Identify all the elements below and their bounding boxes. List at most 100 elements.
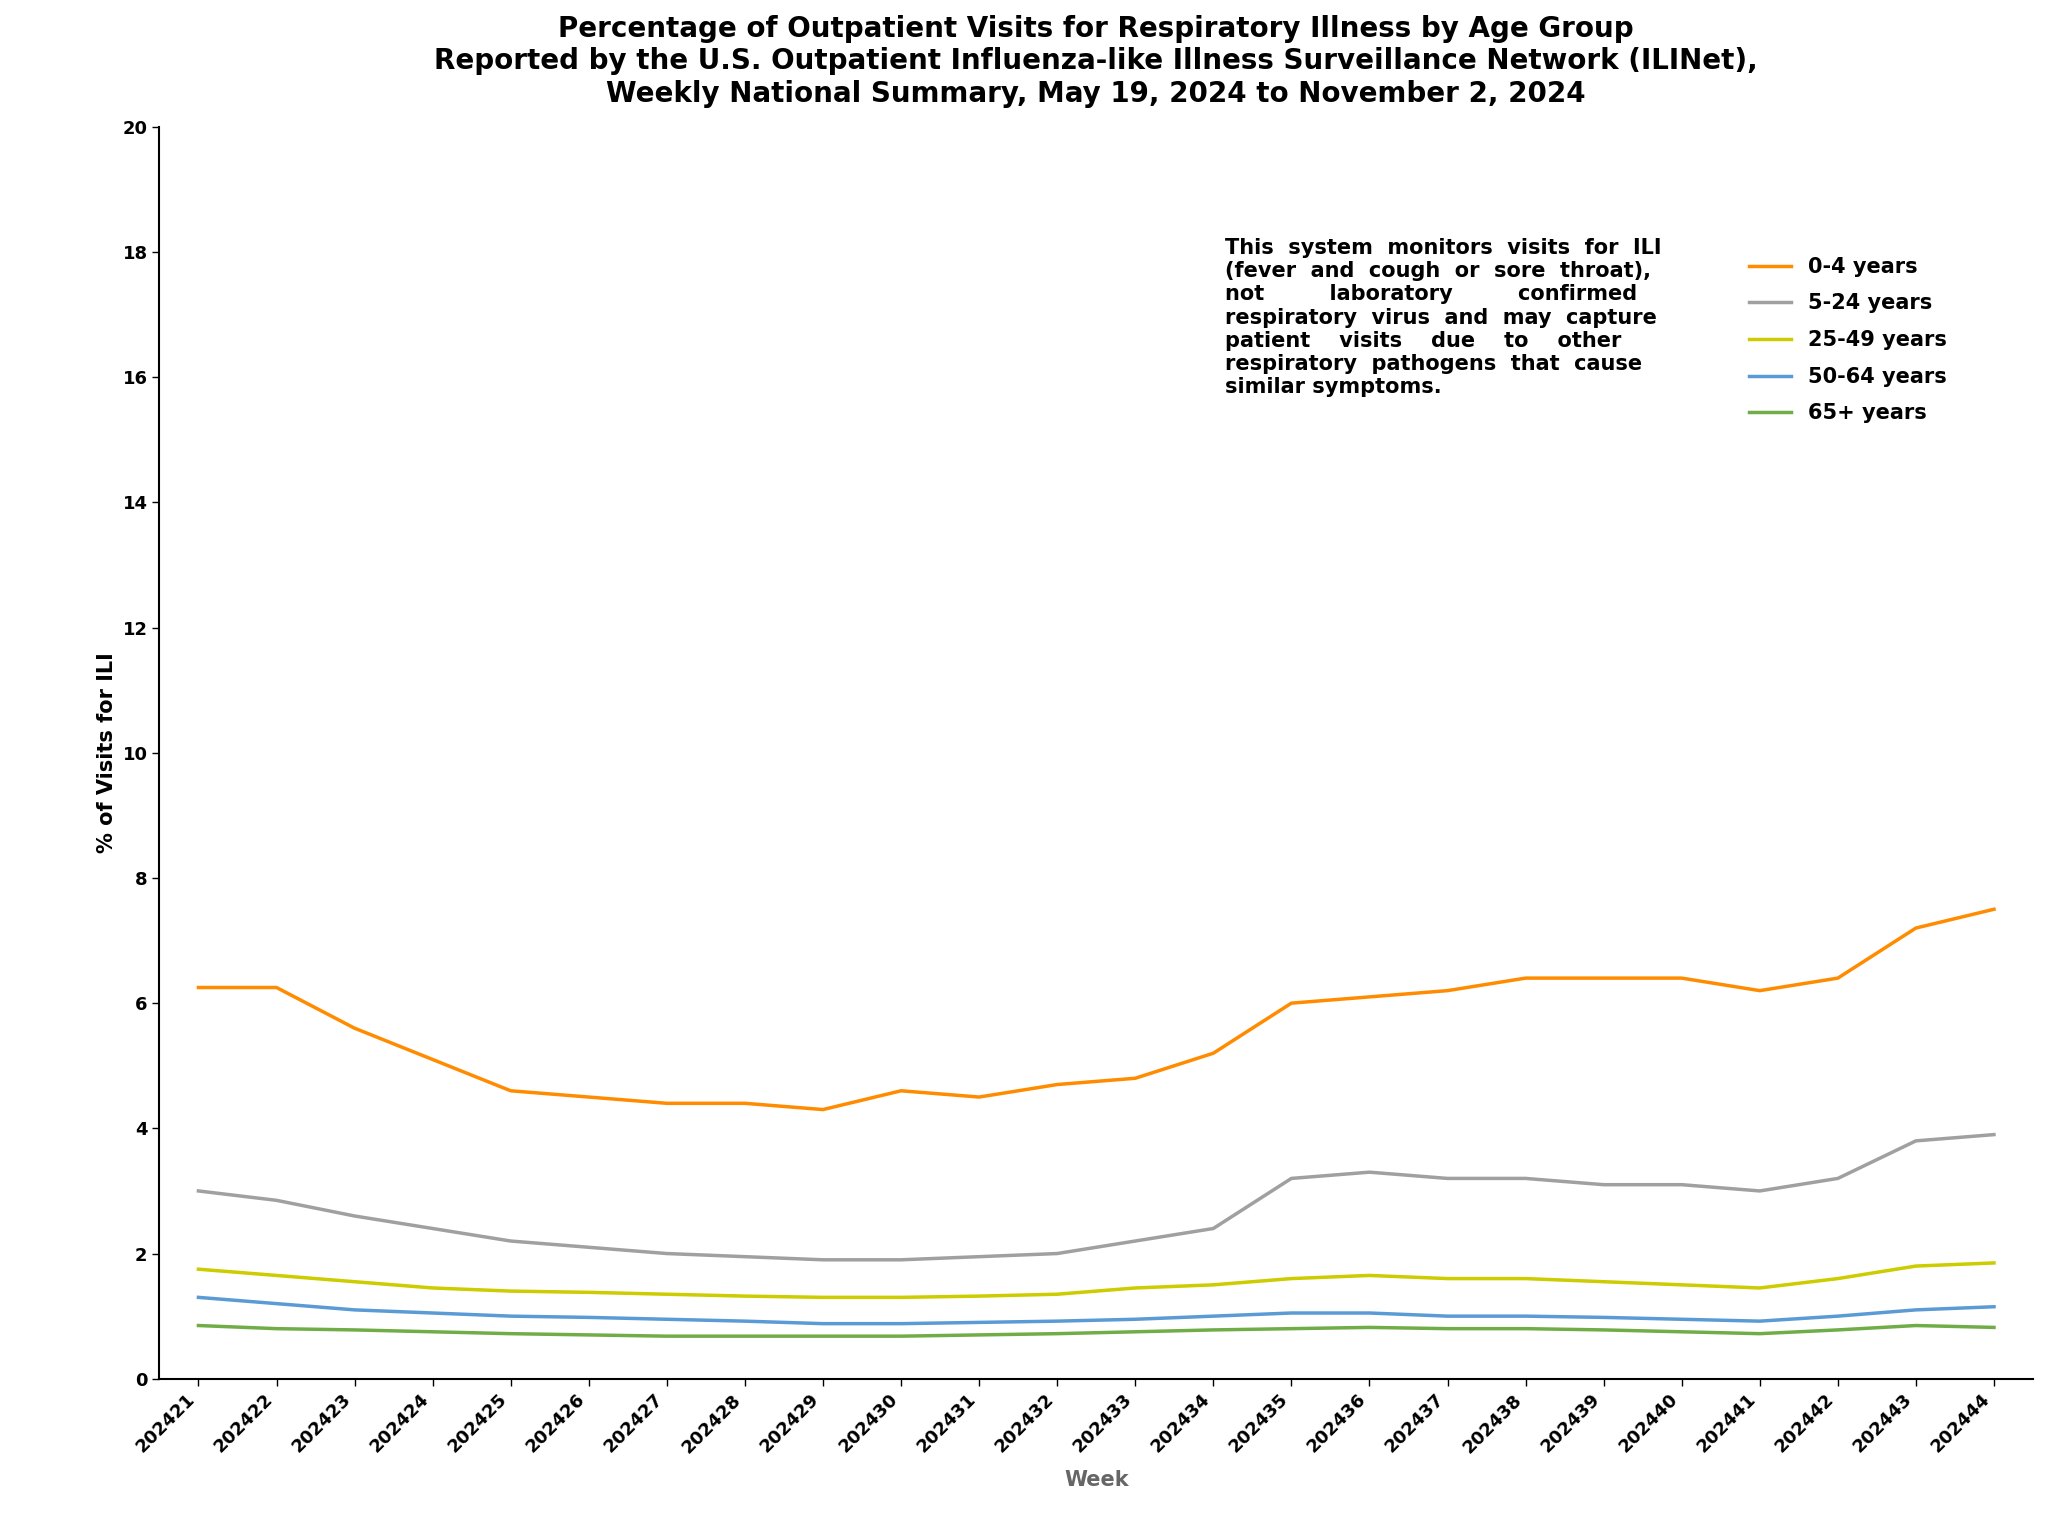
50-64 years: [1280, 1304, 1305, 1322]
0-4 years: [1436, 982, 1460, 1000]
5-24 years: [1669, 1175, 1694, 1193]
25-49 years: [1044, 1286, 1069, 1304]
65+ years: [1591, 1321, 1616, 1339]
50-64 years: [1513, 1307, 1538, 1326]
50-64 years: [1669, 1310, 1694, 1329]
5-24 years: [1280, 1169, 1305, 1187]
Y-axis label: % of Visits for ILI: % of Visits for ILI: [96, 653, 117, 852]
65+ years: [420, 1322, 444, 1341]
65+ years: [342, 1321, 367, 1339]
25-49 years: [342, 1272, 367, 1290]
0-4 years: [1200, 1044, 1225, 1063]
50-64 years: [889, 1315, 913, 1333]
5-24 years: [1747, 1181, 1772, 1200]
65+ years: [1669, 1322, 1694, 1341]
50-64 years: [1044, 1312, 1069, 1330]
5-24 years: [1044, 1244, 1069, 1263]
5-24 years: [498, 1232, 522, 1250]
0-4 years: [1591, 969, 1616, 988]
0-4 years: [264, 978, 289, 997]
0-4 years: [1982, 900, 2007, 919]
50-64 years: [498, 1307, 522, 1326]
65+ years: [1044, 1324, 1069, 1342]
65+ years: [1903, 1316, 1927, 1335]
5-24 years: [889, 1250, 913, 1269]
5-24 years: [967, 1247, 991, 1266]
0-4 years: [811, 1100, 836, 1118]
0-4 years: [420, 1051, 444, 1069]
5-24 years: [1591, 1175, 1616, 1193]
50-64 years: [186, 1289, 211, 1307]
0-4 years: [498, 1081, 522, 1100]
0-4 years: [733, 1094, 758, 1112]
65+ years: [1513, 1319, 1538, 1338]
25-49 years: [1669, 1275, 1694, 1293]
25-49 years: [1200, 1275, 1225, 1293]
Line: 0-4 years: 0-4 years: [199, 909, 1995, 1109]
Text: This  system  monitors  visits  for  ILI
(fever  and  cough  or  sore  throat),
: This system monitors visits for ILI (fev…: [1225, 238, 1661, 398]
0-4 years: [1044, 1075, 1069, 1094]
0-4 years: [889, 1081, 913, 1100]
65+ years: [1200, 1321, 1225, 1339]
5-24 years: [1200, 1220, 1225, 1238]
25-49 years: [733, 1287, 758, 1306]
5-24 years: [1513, 1169, 1538, 1187]
5-24 years: [1825, 1169, 1849, 1187]
25-49 years: [1436, 1269, 1460, 1287]
50-64 years: [1200, 1307, 1225, 1326]
25-49 years: [889, 1289, 913, 1307]
25-49 years: [1825, 1269, 1849, 1287]
25-49 years: [1280, 1269, 1305, 1287]
0-4 years: [1825, 969, 1849, 988]
0-4 years: [967, 1087, 991, 1106]
5-24 years: [1982, 1126, 2007, 1144]
65+ years: [811, 1327, 836, 1346]
50-64 years: [1358, 1304, 1382, 1322]
65+ years: [733, 1327, 758, 1346]
50-64 years: [342, 1301, 367, 1319]
50-64 years: [1825, 1307, 1849, 1326]
25-49 years: [1903, 1256, 1927, 1275]
Title: Percentage of Outpatient Visits for Respiratory Illness by Age Group
Reported by: Percentage of Outpatient Visits for Resp…: [434, 15, 1757, 108]
65+ years: [967, 1326, 991, 1344]
5-24 years: [420, 1220, 444, 1238]
0-4 years: [1747, 982, 1772, 1000]
25-49 years: [655, 1286, 680, 1304]
65+ years: [186, 1316, 211, 1335]
65+ years: [1825, 1321, 1849, 1339]
Line: 65+ years: 65+ years: [199, 1326, 1995, 1336]
50-64 years: [1903, 1301, 1927, 1319]
65+ years: [1358, 1318, 1382, 1336]
0-4 years: [1903, 919, 1927, 937]
50-64 years: [575, 1309, 600, 1327]
50-64 years: [264, 1295, 289, 1313]
Line: 25-49 years: 25-49 years: [199, 1263, 1995, 1298]
50-64 years: [1122, 1310, 1147, 1329]
0-4 years: [575, 1087, 600, 1106]
65+ years: [655, 1327, 680, 1346]
25-49 years: [186, 1260, 211, 1278]
5-24 years: [655, 1244, 680, 1263]
65+ years: [1982, 1318, 2007, 1336]
50-64 years: [655, 1310, 680, 1329]
5-24 years: [811, 1250, 836, 1269]
25-49 years: [1982, 1253, 2007, 1272]
25-49 years: [420, 1279, 444, 1298]
0-4 years: [1122, 1069, 1147, 1087]
25-49 years: [1747, 1279, 1772, 1298]
Line: 50-64 years: 50-64 years: [199, 1298, 1995, 1324]
0-4 years: [1358, 988, 1382, 1006]
65+ years: [889, 1327, 913, 1346]
Line: 5-24 years: 5-24 years: [199, 1135, 1995, 1260]
25-49 years: [498, 1283, 522, 1301]
5-24 years: [186, 1181, 211, 1200]
50-64 years: [420, 1304, 444, 1322]
50-64 years: [967, 1313, 991, 1332]
50-64 years: [811, 1315, 836, 1333]
0-4 years: [655, 1094, 680, 1112]
50-64 years: [733, 1312, 758, 1330]
5-24 years: [1436, 1169, 1460, 1187]
65+ years: [1436, 1319, 1460, 1338]
65+ years: [1280, 1319, 1305, 1338]
25-49 years: [811, 1289, 836, 1307]
